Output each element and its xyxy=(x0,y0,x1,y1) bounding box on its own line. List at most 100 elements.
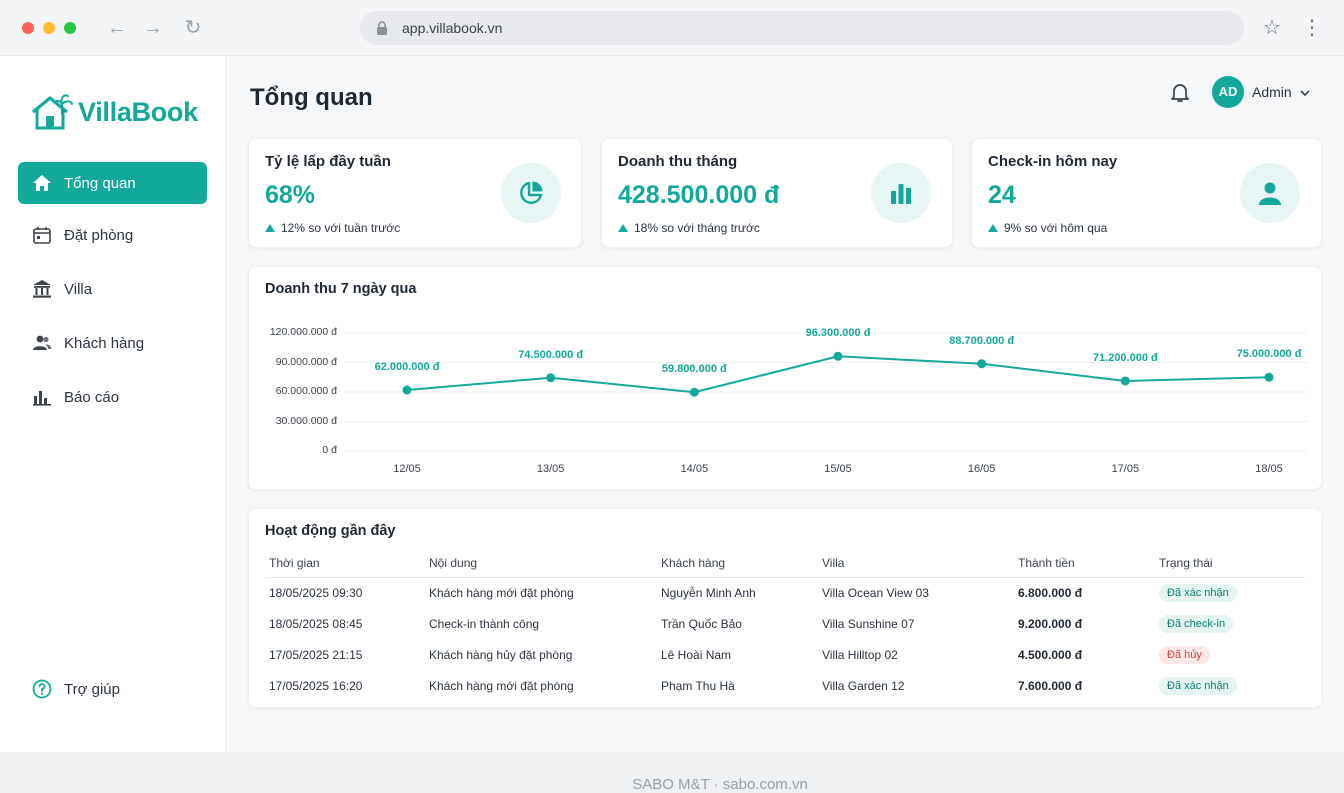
help-link[interactable]: Trợ giúp xyxy=(18,668,207,710)
stat-value: 428.500.000 đ xyxy=(618,181,780,209)
logo[interactable]: VillaBook xyxy=(30,92,198,132)
sidebar-item-label: Villa xyxy=(64,280,93,298)
stat-change-text: 18% so với tháng trước xyxy=(634,221,760,235)
up-triangle-icon xyxy=(988,224,998,232)
sidebar-item-villa[interactable]: Villa xyxy=(18,268,207,310)
stat-change-text: 9% so với hôm qua xyxy=(1004,221,1108,235)
sidebar-item-bookings[interactable]: Đặt phòng xyxy=(18,214,207,256)
help-label: Trợ giúp xyxy=(64,680,120,698)
bar-chart-icon xyxy=(33,391,51,406)
stat-change: 9% so với hôm qua xyxy=(988,221,1107,235)
data-point[interactable] xyxy=(546,373,556,383)
data-point[interactable] xyxy=(689,387,699,397)
avatar[interactable]: AD xyxy=(1212,76,1244,108)
table-row[interactable]: 18/05/2025 09:30 Khách hàng mới đặt phòng… xyxy=(265,577,1305,608)
villa-cell: Villa Sunshine 07 xyxy=(822,616,915,631)
bell-icon[interactable] xyxy=(1168,80,1192,104)
sidebar-item-overview[interactable]: Tổng quan xyxy=(18,162,207,204)
customer-cell: Phạm Thu Hà xyxy=(661,678,735,693)
data-point[interactable] xyxy=(402,385,412,395)
content-cell: Khách hàng mới đặt phòng xyxy=(429,678,574,693)
stat-icon-wrapper xyxy=(501,163,561,223)
x-tick-label: 16/05 xyxy=(967,463,996,475)
content-cell: Check-in thành công xyxy=(429,616,540,631)
close-window-button[interactable] xyxy=(22,22,34,34)
users-icon xyxy=(33,335,52,350)
building-icon xyxy=(33,280,51,298)
pie-chart-icon xyxy=(520,181,543,204)
stat-card-revenue: Doanh thu tháng 428.500.000 đ 18% so với… xyxy=(601,138,953,248)
y-tick-label: 0 đ xyxy=(322,444,337,456)
stat-icon-wrapper xyxy=(871,163,931,223)
stat-change: 18% so với tháng trước xyxy=(618,221,760,235)
bookmark-star-icon[interactable]: ☆ xyxy=(1263,17,1281,39)
stat-card-occupancy: Tỷ lệ lấp đầy tuần 68% 12% so với tuần t… xyxy=(248,138,582,248)
forward-arrow-icon[interactable]: → xyxy=(143,17,163,39)
stat-title: Check-in hôm nay xyxy=(988,153,1118,170)
activity-table: Thời gian Nội dung Khách hàng Villa Thàn… xyxy=(265,549,1305,701)
column-header: Thời gian xyxy=(265,549,425,578)
amount-cell: 4.500.000 đ xyxy=(1018,647,1083,662)
logo-text: VillaBook xyxy=(78,96,198,127)
x-tick-label: 17/05 xyxy=(1111,463,1140,475)
time-cell: 18/05/2025 09:30 xyxy=(269,585,363,600)
revenue-chart-card: Doanh thu 7 ngày qua 120.000.000 đ 90.000… xyxy=(248,266,1322,490)
address-bar[interactable]: app.villabook.vn xyxy=(360,11,1244,45)
back-arrow-icon[interactable]: ← xyxy=(107,17,127,39)
stat-icon-wrapper xyxy=(1240,163,1300,223)
customer-cell: Trần Quốc Bảo xyxy=(661,616,742,631)
x-tick-label: 18/05 xyxy=(1255,463,1283,475)
line-chart: 120.000.000 đ 90.000.000 đ 60.000.000 đ 30.… xyxy=(249,267,1323,491)
stat-value: 68% xyxy=(265,181,316,209)
status-badge: Đã hủy xyxy=(1159,645,1210,664)
data-label: 71.200.000 đ xyxy=(1092,351,1158,364)
up-triangle-icon xyxy=(265,224,275,232)
column-header: Nội dung xyxy=(425,549,657,578)
status-cell: Đã hủy xyxy=(1155,639,1305,670)
bar-chart-icon xyxy=(891,184,911,204)
table-row[interactable]: 17/05/2025 16:20 Khách hàng mới đặt phòng… xyxy=(265,670,1305,701)
sidebar: VillaBook Tổng quan Đặt phòng Villa Khác… xyxy=(0,56,226,752)
sidebar-item-reports[interactable]: Báo cáo xyxy=(18,376,207,418)
column-header: Trạng thái xyxy=(1155,549,1305,578)
y-tick-label: 30.000.000 đ xyxy=(275,414,337,427)
chart-svg xyxy=(345,332,1307,452)
data-point[interactable] xyxy=(1120,376,1130,386)
more-menu-icon[interactable]: ⋮ xyxy=(1302,17,1322,39)
x-tick-label: 13/05 xyxy=(536,463,565,475)
stat-card-checkin: Check-in hôm nay 24 9% so với hôm qua xyxy=(971,138,1322,248)
main-content: Tổng quan AD Admin Tỷ lệ lấp đầy tuần 68… xyxy=(226,56,1344,793)
sidebar-item-label: Báo cáo xyxy=(64,388,120,406)
villa-cell: Villa Garden 12 xyxy=(822,678,905,693)
table-row[interactable]: 17/05/2025 21:15 Khách hàng hủy đặt phòng… xyxy=(265,639,1305,670)
data-point[interactable] xyxy=(977,359,987,369)
user-name[interactable]: Admin xyxy=(1252,84,1292,100)
sidebar-item-customers[interactable]: Khách hàng xyxy=(18,322,207,364)
villa-logo-icon xyxy=(31,94,73,130)
amount-cell: 6.800.000 đ xyxy=(1018,585,1083,600)
stat-change: 12% so với tuần trước xyxy=(265,221,400,235)
table-row[interactable]: 18/05/2025 08:45 Check-in thành công Trần … xyxy=(265,608,1305,639)
x-tick-label: 14/05 xyxy=(680,463,709,475)
data-label: 88.700.000 đ xyxy=(949,334,1015,347)
chart-title: Doanh thu 7 ngày qua xyxy=(265,281,417,297)
calendar-icon xyxy=(33,227,51,244)
data-point[interactable] xyxy=(1264,372,1274,382)
villa-cell: Villa Ocean View 03 xyxy=(822,585,929,600)
time-cell: 18/05/2025 08:45 xyxy=(269,616,363,631)
data-point[interactable] xyxy=(833,351,843,361)
minimize-window-button[interactable] xyxy=(43,22,55,34)
reload-icon[interactable]: ↻ xyxy=(184,17,202,39)
data-label: 62.000.000 đ xyxy=(374,361,440,374)
user-icon xyxy=(1259,182,1281,205)
help-circle-icon xyxy=(32,679,52,699)
url-text: app.villabook.vn xyxy=(402,20,503,36)
status-cell: Đã xác nhận xyxy=(1155,577,1305,608)
customer-cell: Lê Hoài Nam xyxy=(661,647,732,662)
stat-value: 24 xyxy=(988,181,1016,209)
column-header: Thành tiền xyxy=(1014,549,1155,578)
sidebar-item-label: Tổng quan xyxy=(64,174,136,192)
maximize-window-button[interactable] xyxy=(64,22,76,34)
x-tick-label: 12/05 xyxy=(393,463,421,475)
chevron-down-icon[interactable] xyxy=(1298,86,1312,100)
